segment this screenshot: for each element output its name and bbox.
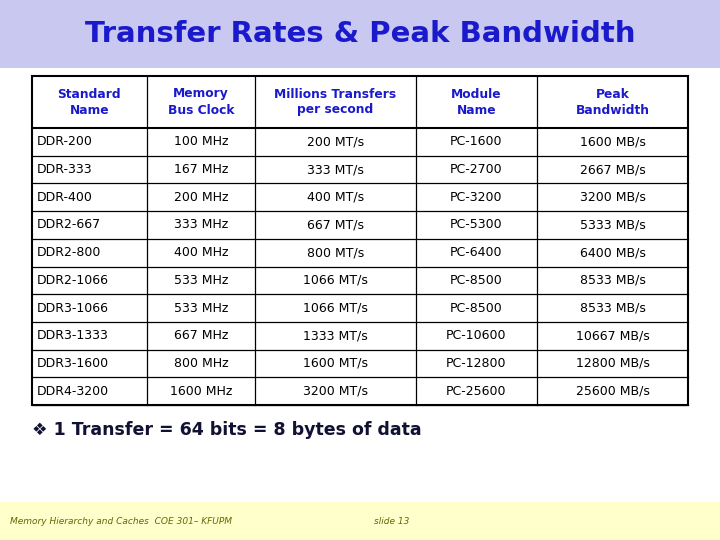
- Bar: [32, 76, 688, 405]
- Text: 167 MHz: 167 MHz: [174, 163, 228, 176]
- Text: PC-6400: PC-6400: [450, 246, 503, 259]
- Text: 667 MHz: 667 MHz: [174, 329, 228, 342]
- Text: 8533 MB/s: 8533 MB/s: [580, 301, 646, 314]
- Text: 200 MT/s: 200 MT/s: [307, 136, 364, 148]
- Text: 2667 MB/s: 2667 MB/s: [580, 163, 645, 176]
- Text: 25600 MB/s: 25600 MB/s: [575, 384, 649, 397]
- Text: DDR2-667: DDR2-667: [37, 219, 101, 232]
- Text: DDR4-3200: DDR4-3200: [37, 384, 109, 397]
- Text: PC-1600: PC-1600: [450, 136, 503, 148]
- Text: 100 MHz: 100 MHz: [174, 136, 228, 148]
- Text: 533 MHz: 533 MHz: [174, 274, 228, 287]
- Text: Millions Transfers
per second: Millions Transfers per second: [274, 87, 397, 117]
- Text: 200 MHz: 200 MHz: [174, 191, 228, 204]
- Text: 400 MHz: 400 MHz: [174, 246, 228, 259]
- Bar: [0, 502, 720, 540]
- Text: 800 MT/s: 800 MT/s: [307, 246, 364, 259]
- Text: DDR-200: DDR-200: [37, 136, 93, 148]
- Text: 1600 MT/s: 1600 MT/s: [303, 357, 368, 370]
- Text: slide 13: slide 13: [374, 516, 410, 525]
- Text: 1066 MT/s: 1066 MT/s: [303, 274, 368, 287]
- Text: 333 MHz: 333 MHz: [174, 219, 228, 232]
- Text: DDR2-1066: DDR2-1066: [37, 274, 109, 287]
- Text: DDR-400: DDR-400: [37, 191, 93, 204]
- Bar: [0, 0, 720, 68]
- Text: 1600 MB/s: 1600 MB/s: [580, 136, 646, 148]
- Text: Peak
Bandwidth: Peak Bandwidth: [575, 87, 649, 117]
- Text: DDR3-1333: DDR3-1333: [37, 329, 109, 342]
- Text: 1066 MT/s: 1066 MT/s: [303, 301, 368, 314]
- Text: Transfer Rates & Peak Bandwidth: Transfer Rates & Peak Bandwidth: [85, 20, 635, 48]
- Text: 333 MT/s: 333 MT/s: [307, 163, 364, 176]
- Text: 3200 MT/s: 3200 MT/s: [303, 384, 368, 397]
- Text: Memory
Bus Clock: Memory Bus Clock: [168, 87, 234, 117]
- Text: 6400 MB/s: 6400 MB/s: [580, 246, 646, 259]
- Text: PC-3200: PC-3200: [450, 191, 503, 204]
- Text: 8533 MB/s: 8533 MB/s: [580, 274, 646, 287]
- Text: PC-8500: PC-8500: [450, 301, 503, 314]
- Text: Module
Name: Module Name: [451, 87, 502, 117]
- Text: 5333 MB/s: 5333 MB/s: [580, 219, 645, 232]
- Text: PC-25600: PC-25600: [446, 384, 507, 397]
- Text: PC-12800: PC-12800: [446, 357, 507, 370]
- Text: 10667 MB/s: 10667 MB/s: [576, 329, 649, 342]
- Text: DDR3-1066: DDR3-1066: [37, 301, 109, 314]
- Text: PC-8500: PC-8500: [450, 274, 503, 287]
- Text: PC-10600: PC-10600: [446, 329, 507, 342]
- Text: 800 MHz: 800 MHz: [174, 357, 228, 370]
- Text: 1600 MHz: 1600 MHz: [170, 384, 232, 397]
- Text: PC-5300: PC-5300: [450, 219, 503, 232]
- Text: 400 MT/s: 400 MT/s: [307, 191, 364, 204]
- Text: Memory Hierarchy and Caches  COE 301– KFUPM: Memory Hierarchy and Caches COE 301– KFU…: [10, 516, 232, 525]
- Text: 533 MHz: 533 MHz: [174, 301, 228, 314]
- Text: Standard
Name: Standard Name: [58, 87, 121, 117]
- Text: DDR-333: DDR-333: [37, 163, 93, 176]
- Text: 1333 MT/s: 1333 MT/s: [303, 329, 368, 342]
- Text: DDR3-1600: DDR3-1600: [37, 357, 109, 370]
- Text: 12800 MB/s: 12800 MB/s: [575, 357, 649, 370]
- Text: 3200 MB/s: 3200 MB/s: [580, 191, 646, 204]
- Text: PC-2700: PC-2700: [450, 163, 503, 176]
- Text: ❖ 1 Transfer = 64 bits = 8 bytes of data: ❖ 1 Transfer = 64 bits = 8 bytes of data: [32, 421, 422, 439]
- Text: 667 MT/s: 667 MT/s: [307, 219, 364, 232]
- Text: DDR2-800: DDR2-800: [37, 246, 102, 259]
